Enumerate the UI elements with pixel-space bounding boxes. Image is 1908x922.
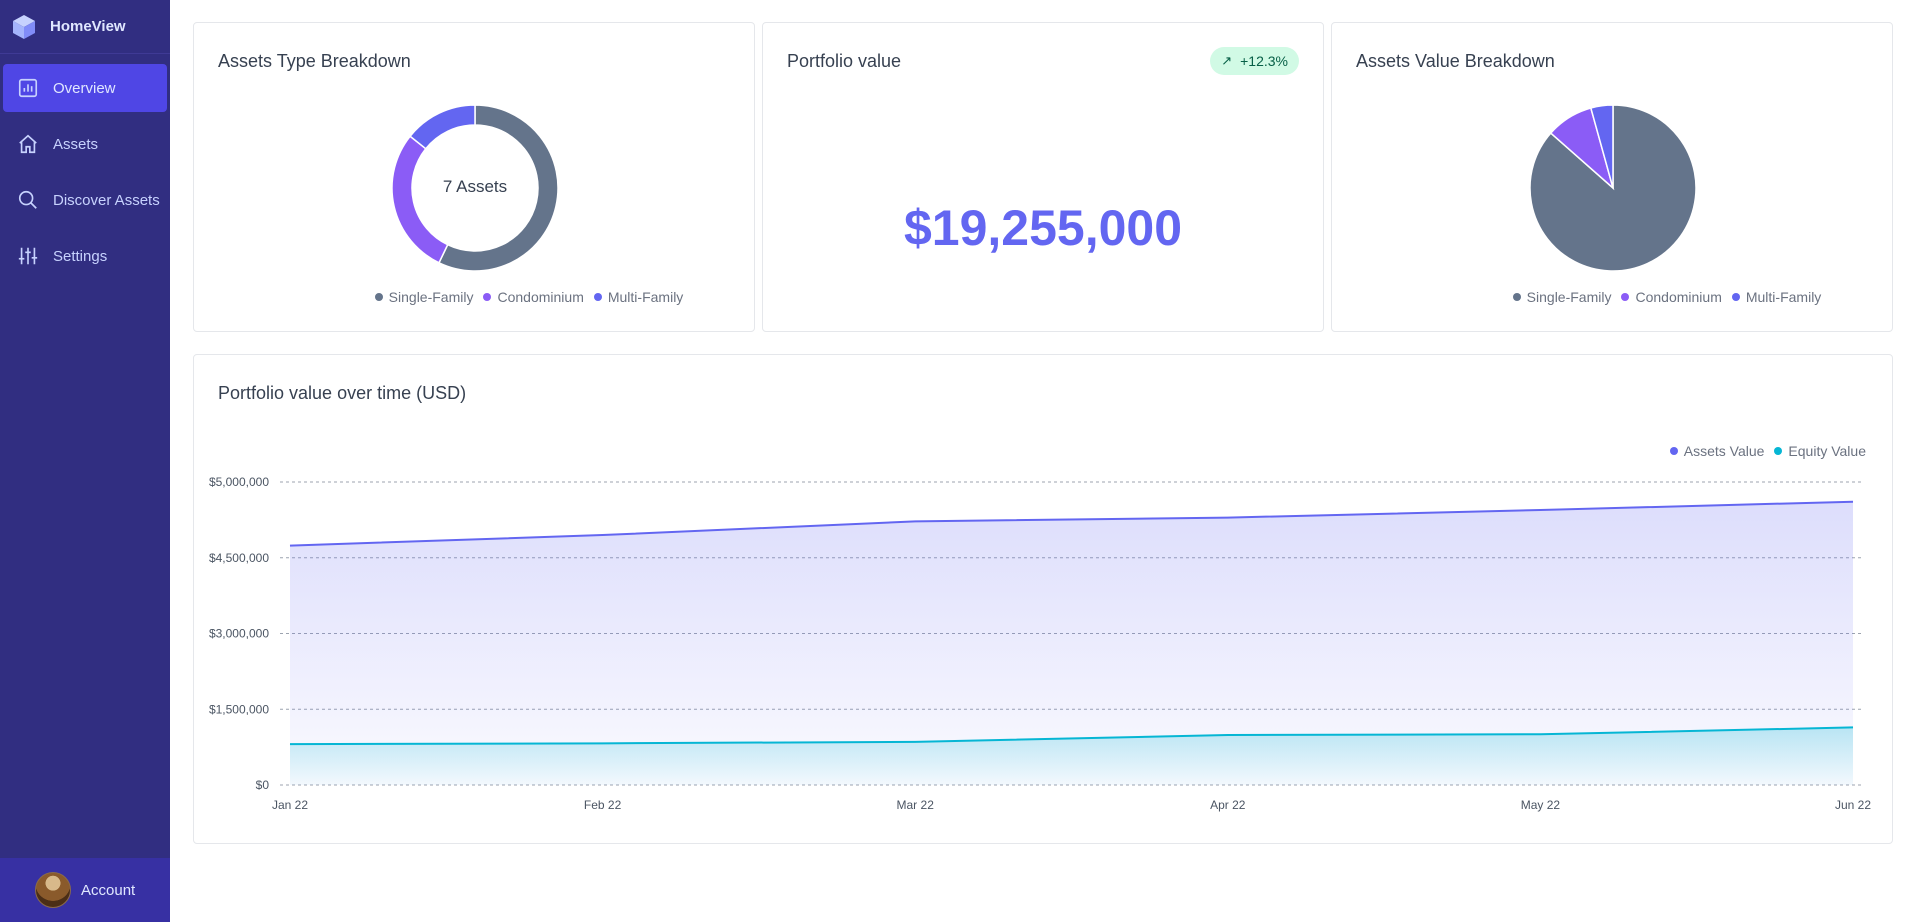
legend-item-equity-value[interactable]: Equity Value xyxy=(1774,443,1866,459)
nav-item-settings[interactable]: Settings xyxy=(3,232,167,280)
nav-item-overview[interactable]: Overview xyxy=(3,64,167,112)
portfolio-value-card: Portfolio value ↗ +12.3% $19,255,000 xyxy=(762,22,1324,332)
chart-legend: Single-Family Condominium Multi-Family xyxy=(1452,289,1892,305)
legend-item-condominium[interactable]: Condominium xyxy=(483,289,584,305)
home-icon xyxy=(19,134,37,154)
portfolio-total-value: $19,255,000 xyxy=(903,200,1183,256)
app-name: HomeView xyxy=(50,18,126,35)
x-tick-label: Jan 22 xyxy=(272,798,308,812)
x-tick-label: Mar 22 xyxy=(897,798,935,812)
cube-logo-icon xyxy=(13,14,35,39)
chart-icon xyxy=(18,78,38,98)
slice-condominium[interactable] xyxy=(391,135,449,264)
equity-value-line xyxy=(289,726,1854,746)
assets-value-breakdown-card: Assets Value Breakdown Single-Family Con… xyxy=(1331,22,1893,332)
assets-value-line xyxy=(289,500,1854,547)
legend-item-multi-family[interactable]: Multi-Family xyxy=(593,289,683,305)
legend-item-multi-family[interactable]: Multi-Family xyxy=(1731,289,1821,305)
assets-type-breakdown-card: Assets Type Breakdown 7 Assets Single-Fa… xyxy=(193,22,755,332)
card-title: Assets Type Breakdown xyxy=(218,51,411,71)
nav-label: Overview xyxy=(53,79,116,97)
area-chart: $0 $1,500,000 $3,000,000 $4,500,000 $5,000,0… xyxy=(209,475,1871,812)
y-tick-label: $4,500,000 xyxy=(209,551,269,565)
chart-legend: Single-Family Condominium Multi-Family xyxy=(314,289,754,305)
chart-legend: Assets Value Equity Value xyxy=(1669,443,1876,459)
nav-list: Overview Assets Discover Assets Settings xyxy=(0,54,170,280)
nav-item-assets[interactable]: Assets xyxy=(3,120,167,168)
x-tick-label: Apr 22 xyxy=(1210,798,1246,812)
legend-item-condominium[interactable]: Condominium xyxy=(1621,289,1722,305)
nav-label: Settings xyxy=(53,247,108,265)
sliders-icon xyxy=(18,247,38,265)
card-title: Portfolio value xyxy=(787,51,902,71)
y-tick-label: $3,000,000 xyxy=(209,627,269,641)
x-tick-label: Jun 22 xyxy=(1835,798,1871,812)
slice-single-family[interactable] xyxy=(437,104,559,272)
donut-chart xyxy=(391,104,559,272)
nav-item-discover-assets[interactable]: Discover Assets xyxy=(3,176,167,224)
x-tick-label: Feb 22 xyxy=(584,798,622,812)
brand[interactable]: HomeView xyxy=(0,0,170,54)
avatar xyxy=(35,872,71,908)
card-title: Assets Value Breakdown xyxy=(1356,51,1555,71)
growth-badge: ↗ +12.3% xyxy=(1210,47,1299,75)
y-tick-label: $0 xyxy=(256,778,270,792)
y-tick-label: $5,000,000 xyxy=(209,475,269,489)
pie-chart xyxy=(1529,104,1697,272)
card-title: Portfolio value over time (USD) xyxy=(218,383,467,403)
nav-label: Discover Assets xyxy=(53,191,160,209)
account-button[interactable]: Account xyxy=(0,858,170,922)
slice-multi-family[interactable] xyxy=(409,104,476,150)
search-icon xyxy=(18,190,37,209)
donut-center-label: 7 Assets xyxy=(442,177,508,196)
legend-item-single-family[interactable]: Single-Family xyxy=(374,289,473,305)
x-tick-label: May 22 xyxy=(1521,798,1561,812)
equity-value-area xyxy=(290,727,1853,785)
nav-label: Assets xyxy=(53,135,99,153)
legend-item-assets-value[interactable]: Assets Value xyxy=(1669,443,1764,459)
portfolio-over-time-card: Portfolio value over time (USD) Assets V… xyxy=(193,354,1893,844)
slice-multi-family[interactable] xyxy=(1589,104,1614,189)
legend-item-single-family[interactable]: Single-Family xyxy=(1512,289,1611,305)
arrow-up-right-icon: ↗ xyxy=(1221,53,1233,68)
assets-value-area xyxy=(290,501,1853,785)
y-tick-label: $1,500,000 xyxy=(209,702,269,716)
account-label: Account xyxy=(81,881,136,899)
sidebar: HomeView Overview Assets Discover Assets xyxy=(0,0,170,922)
